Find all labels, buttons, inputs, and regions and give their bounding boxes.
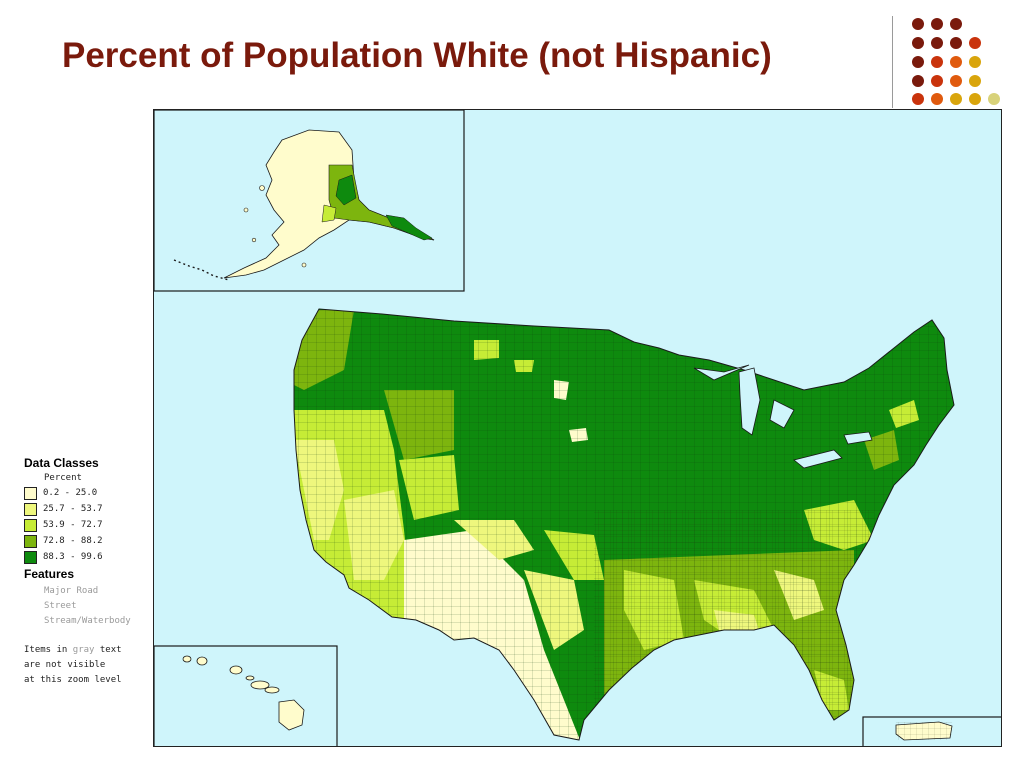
map-canvas xyxy=(154,110,1001,746)
decor-dot xyxy=(950,37,962,49)
legend-swatch-4 xyxy=(24,534,37,548)
zoom-note-suffix: text xyxy=(94,645,122,655)
legend-class-5: 88.3 - 99.6 xyxy=(24,549,152,565)
legend-label-5: 88.3 - 99.6 xyxy=(43,552,103,562)
feature-street: Street xyxy=(44,601,77,611)
decor-dot xyxy=(969,56,981,68)
legend-class-2: 25.7 - 53.7 xyxy=(24,501,152,517)
decor-dot xyxy=(931,93,943,105)
decor-dot xyxy=(950,18,962,30)
zoom-note-line-3: at this zoom level xyxy=(24,675,122,685)
decor-dot xyxy=(912,37,924,49)
legend-class-1: 0.2 - 25.0 xyxy=(24,485,152,501)
decor-dot xyxy=(988,93,1000,105)
choropleth-map[interactable] xyxy=(153,109,1002,747)
decor-dot xyxy=(969,93,981,105)
feature-major-road: Major Road xyxy=(44,586,99,596)
legend-swatch-3 xyxy=(24,518,37,532)
decorative-dot-grid xyxy=(912,18,1000,105)
legend-label-3: 53.9 - 72.7 xyxy=(43,520,103,530)
decor-dot xyxy=(969,37,981,49)
puerto-rico-region xyxy=(895,721,953,741)
decor-dot xyxy=(912,56,924,68)
alaska-region xyxy=(173,129,435,281)
decor-dot xyxy=(931,37,943,49)
hawaii-region xyxy=(182,655,305,731)
decor-dot xyxy=(931,18,943,30)
legend-subheading: Percent xyxy=(44,473,82,483)
zoom-note-prefix: Items in xyxy=(24,645,73,655)
features-heading: Features xyxy=(24,567,75,581)
legend-swatch-1 xyxy=(24,486,37,500)
decor-dot xyxy=(950,93,962,105)
decor-dot xyxy=(912,18,924,30)
decor-dot xyxy=(912,75,924,87)
feature-stream-waterbody: Stream/Waterbody xyxy=(44,616,131,626)
decor-dot xyxy=(950,75,962,87)
slide-title: Percent of Population White (not Hispani… xyxy=(62,36,772,75)
legend-class-4: 72.8 - 88.2 xyxy=(24,533,152,549)
legend-class-3: 53.9 - 72.7 xyxy=(24,517,152,533)
map-legend: Data Classes Percent 0.2 - 25.0 25.7 - 5… xyxy=(24,456,152,688)
hawaii-inset-frame xyxy=(154,645,338,746)
zoom-note-line-1: Items in gray text xyxy=(24,643,152,658)
legend-swatch-5 xyxy=(24,550,37,564)
title-divider xyxy=(892,16,893,108)
zoom-note: Items in gray text are not visible at th… xyxy=(24,643,152,688)
decor-dot xyxy=(931,75,943,87)
legend-label-1: 0.2 - 25.0 xyxy=(43,488,98,498)
decor-dot xyxy=(931,56,943,68)
decor-dot xyxy=(969,75,981,87)
legend-swatch-2 xyxy=(24,502,37,516)
legend-label-4: 72.8 - 88.2 xyxy=(43,536,103,546)
legend-heading: Data Classes xyxy=(24,456,99,470)
decor-dot xyxy=(950,56,962,68)
puerto-rico-inset-frame xyxy=(862,716,1001,746)
decor-dot xyxy=(912,93,924,105)
zoom-note-gray-word: gray xyxy=(72,645,95,655)
legend-label-2: 25.7 - 53.7 xyxy=(43,504,103,514)
zoom-note-line-2: are not visible xyxy=(24,660,106,670)
